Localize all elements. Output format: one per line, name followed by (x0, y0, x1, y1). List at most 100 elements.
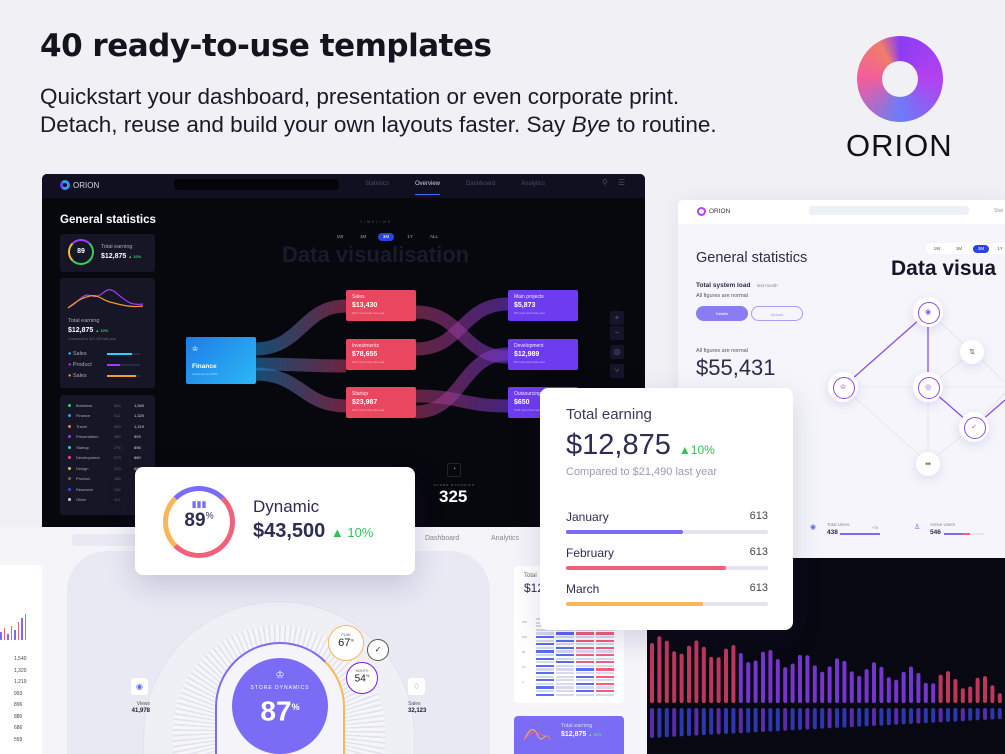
list-number: 1,219 (14, 679, 27, 685)
heatmap-cell (596, 650, 614, 653)
node-name: Main projects (514, 294, 544, 300)
search-input[interactable] (809, 206, 969, 215)
table-row[interactable]: Product 185 (60, 474, 155, 485)
row-count: 132 (114, 486, 121, 492)
node-development[interactable]: Development $12,989 5% more than last year (508, 339, 578, 370)
month-bar-fill (566, 530, 684, 534)
heatmap-cell (536, 650, 554, 653)
node-arrows-icon[interactable]: ⇹ (916, 452, 940, 476)
zoom-out-button[interactable]: − (610, 326, 624, 340)
bar-reflection (835, 708, 839, 728)
row-name: Travel (76, 423, 87, 429)
table-row[interactable]: Development 273 880 (60, 453, 155, 464)
node-merge-icon[interactable]: ⇅ (960, 340, 984, 364)
node-startup[interactable]: Startup $23,987 10% more than last year (346, 387, 416, 418)
check-icon[interactable]: ✓ (367, 639, 389, 661)
tab-statistics[interactable]: Stat (994, 208, 1003, 214)
table-row[interactable]: Business 324 1,540 (60, 400, 155, 411)
table-row[interactable]: Travel 300 1,219 (60, 421, 155, 432)
month-bar-track (566, 602, 768, 606)
node-check-icon[interactable]: ✓ (959, 412, 989, 442)
node-target-icon[interactable]: ◉ (913, 297, 943, 327)
table-row[interactable]: Startup 276 896 (60, 442, 155, 453)
node-investments[interactable]: Investments $78,655 10% more than last yea… (346, 339, 416, 370)
heatmap-cell (596, 639, 614, 642)
period-1y[interactable]: 1Y (407, 234, 413, 239)
period-all[interactable]: ALL (429, 234, 438, 239)
details-button[interactable]: Details (696, 306, 748, 321)
value: $12,875 (101, 253, 127, 260)
table-row[interactable]: Finance 311 1,320 (60, 411, 155, 422)
row-value: 880 (134, 455, 141, 461)
row-count: 324 (114, 402, 121, 408)
tab-overview[interactable]: Overview (415, 181, 441, 195)
tab-dashboard[interactable]: Dashboard (466, 181, 496, 187)
bar-reflection (731, 708, 736, 734)
branch-icon[interactable]: ⑂ (610, 364, 624, 378)
load-label: Total system load (696, 282, 751, 289)
tab-dashboard[interactable]: Dashboard (425, 535, 460, 542)
node-main-projects[interactable]: Main projects $5,873 2% more than last yea… (508, 290, 578, 321)
period-1w[interactable]: 1W (336, 234, 344, 239)
bar-reflection (968, 708, 973, 721)
period-1w[interactable]: 1W (933, 246, 941, 251)
node-crown-icon[interactable]: ♔ (828, 372, 858, 402)
views-eye-icon: ◉ (131, 678, 148, 695)
table-row[interactable]: Presentation 289 993 (60, 432, 155, 443)
search-input[interactable] (174, 179, 339, 190)
row-name: Product (76, 476, 90, 482)
target-icon[interactable]: ◎ (610, 345, 624, 359)
mini-bar (14, 630, 16, 640)
tab-analytics[interactable]: Analytics (491, 535, 520, 542)
compare-text: Compared to $21,490 last year (566, 466, 718, 478)
node-sales[interactable]: Sales $13,430 20% more than last year (346, 290, 416, 321)
period-1m[interactable]: 1M (955, 246, 963, 251)
node-finance[interactable]: ♔ Finance Increased by 200% (186, 337, 256, 384)
bar-reflection (724, 708, 728, 734)
dot-icon (68, 498, 71, 502)
heatmap-cell (576, 686, 594, 689)
month-name: March (566, 582, 600, 596)
dot-icon (68, 466, 71, 470)
bar (731, 645, 736, 703)
month-row: February 613 (566, 546, 768, 570)
dark-logo: ORION (60, 180, 99, 190)
earning-sparkline (67, 289, 144, 309)
node-center-icon[interactable]: ◎ (913, 372, 943, 402)
period-1y[interactable]: 1Y (997, 246, 1003, 251)
period-3m[interactable]: 3M (973, 245, 989, 253)
heatmap-cell (576, 636, 594, 639)
period-1m[interactable]: 1M (359, 234, 367, 239)
user-icon[interactable]: ⚲ (602, 178, 608, 187)
heatmap-cell (596, 693, 614, 696)
earning-label: Total earning (68, 318, 100, 324)
period-3m[interactable]: 3M (378, 233, 394, 241)
views-label: Views (136, 701, 150, 707)
line2-post: to routine. (610, 112, 717, 137)
views-value: 41,978 (131, 708, 150, 714)
row-name: Business (76, 402, 93, 408)
table-row[interactable]: Research 132 (60, 484, 155, 495)
heatmap-cell (576, 654, 594, 657)
upload-button[interactable]: Upload (751, 306, 803, 321)
node-name: Sales (352, 294, 365, 300)
bar-reflection (709, 708, 714, 735)
numbers-list: 1,540 1,320 1,219 993 896 880 686 559 (14, 654, 27, 746)
label: PLAN (341, 633, 351, 637)
bar (775, 659, 780, 703)
settings-icon[interactable]: ☰ (618, 178, 626, 187)
table-row[interactable]: Other 107 (60, 495, 155, 506)
tab-statistics[interactable]: Statistics (365, 181, 390, 187)
flow (253, 299, 347, 356)
heatmap-cell (596, 668, 614, 671)
tab-analytics[interactable]: Analytics (521, 181, 546, 187)
bar (694, 640, 699, 703)
mini-bar (10, 626, 12, 640)
zoom-in-button[interactable]: + (610, 311, 624, 325)
earning-value-row: $12,875 ▲ 10% (68, 327, 108, 334)
node-value: $650 (514, 399, 530, 406)
headline-line-2: Detach, reuse and build your own layouts… (40, 112, 717, 138)
bar-reflection (842, 708, 847, 728)
value: 67 (338, 637, 351, 649)
period-selector (926, 243, 1005, 254)
